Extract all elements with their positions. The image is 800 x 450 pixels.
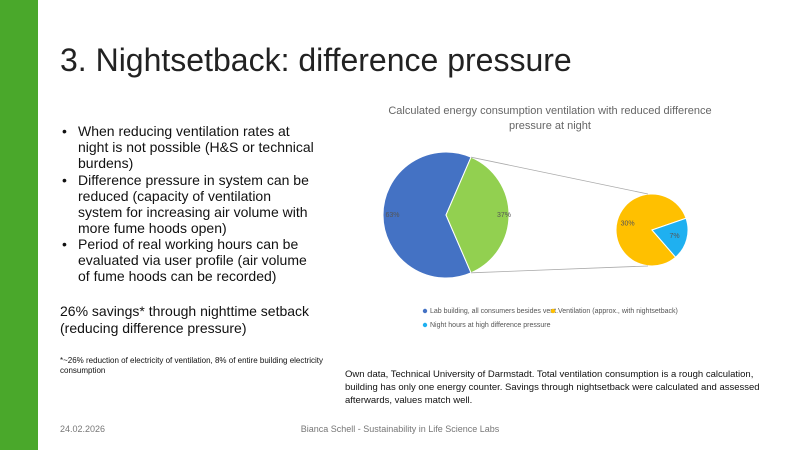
data-label: 7% [670,233,680,240]
legend-label: Night hours at high difference pressure [430,322,551,329]
footer-text: Bianca Schell - Sustainability in Life S… [300,424,500,434]
pie-slice [382,151,472,279]
connector-line [470,156,649,195]
legend-marker [422,322,428,328]
legend-marker [550,308,556,314]
bullet: Difference pressure in system can be red… [62,172,316,236]
bullet: When reducing ventilation rates at night… [62,123,316,171]
chart-title: Calculated energy consumption ventilatio… [388,105,712,132]
bullet: Period of real working hours can be eval… [62,236,316,284]
data-label: 30% [621,220,635,227]
legend-label: Lab building, all consumers besides vent… [430,308,558,315]
pie-slice [651,217,689,258]
footer-date: 24.02.2026 [60,424,106,434]
legend-label: Ventilation (approx., with nightsetback) [558,308,678,315]
legend-marker [422,308,428,314]
data-label: 37% [497,212,511,219]
data-label: 63% [385,212,399,219]
pie-slice [445,156,510,274]
savings-text: 26% savings* through nighttime setback (… [60,303,310,336]
slide-title: 3. Nightsetback: difference pressure [60,42,572,78]
pie-slice [615,193,687,267]
connector-line [471,265,649,274]
accent-bar [0,0,38,450]
source-note: Own data, Technical University of Darmst… [345,369,760,406]
footnote: *~26% reduction of electricity of ventil… [60,356,324,375]
